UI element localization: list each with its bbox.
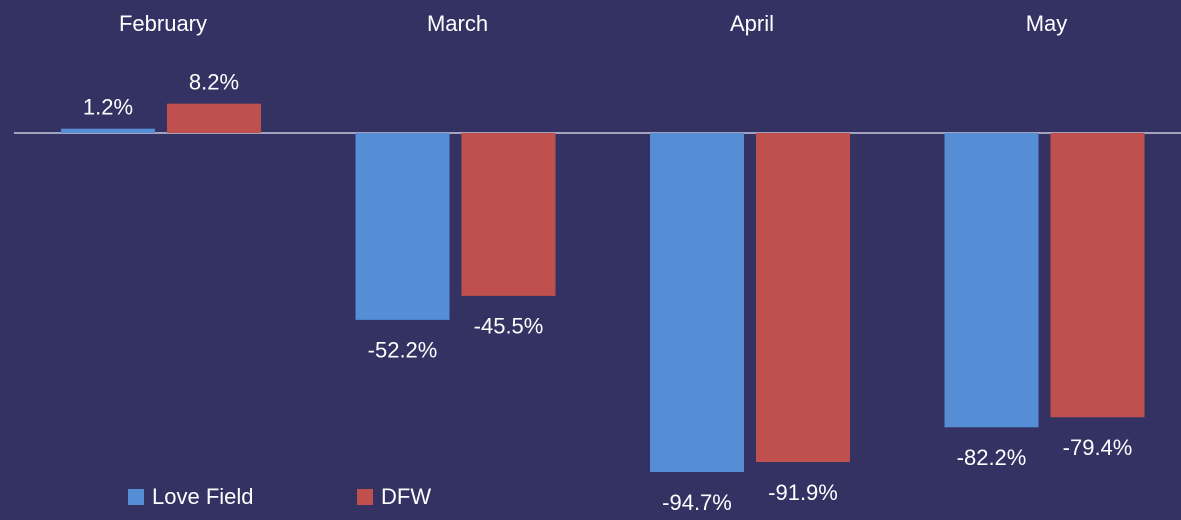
value-label: -94.7% [662,490,732,515]
legend-swatch [128,489,144,505]
legend-label: DFW [381,484,431,509]
value-label: -82.2% [957,445,1027,470]
bar [461,133,556,296]
category-label: March [427,11,488,36]
category-label: May [1026,11,1068,36]
bar [355,133,450,320]
value-label: -79.4% [1063,435,1133,460]
bar [944,133,1039,428]
category-label: February [119,11,207,36]
bar [167,103,261,133]
bar [1050,133,1145,418]
value-label: -45.5% [474,314,544,339]
value-label: 1.2% [83,95,133,120]
legend-label: Love Field [152,484,254,509]
bar [650,133,744,473]
value-label: 8.2% [189,69,239,94]
bar [756,133,850,463]
value-label: -91.9% [768,480,838,505]
value-label: -52.2% [368,338,438,363]
legend-swatch [357,489,373,505]
bar [61,128,155,133]
category-label: April [730,11,774,36]
